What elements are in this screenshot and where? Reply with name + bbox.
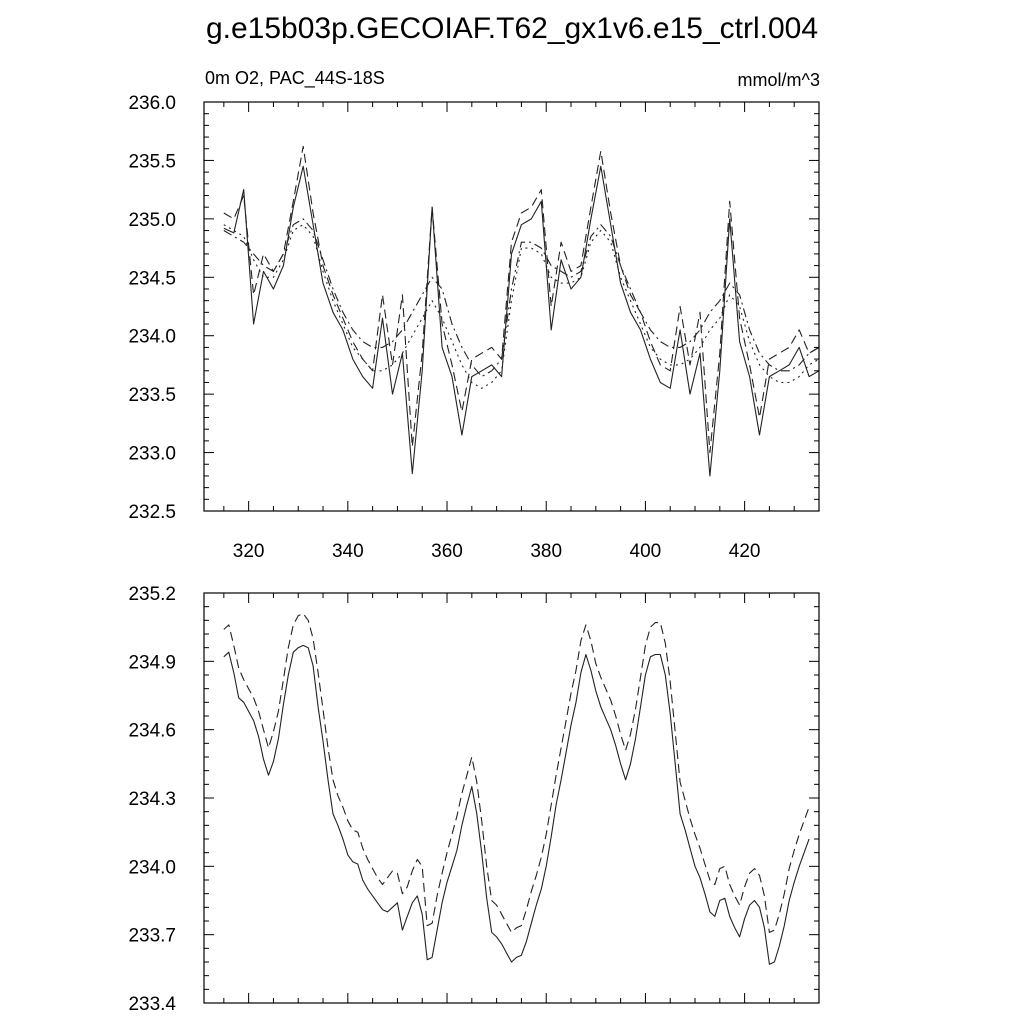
top-plot-frame <box>203 101 820 512</box>
top-y-tick-label: 234.5 <box>128 268 176 289</box>
top-series-dashed-line <box>223 145 820 454</box>
top-y-tick-labels: 232.5 233.0 233.5 234.0 234.5 235.0 235.5 236.0 <box>128 93 176 523</box>
top-x-tick-label: 380 <box>530 541 562 562</box>
bottom-plot-frame <box>203 592 820 1004</box>
top-y-tick-label: 232.5 <box>128 502 176 523</box>
bottom-y-tick-label: 233.7 <box>128 926 176 947</box>
top-y-tick-label: 235.5 <box>128 151 176 172</box>
bottom-y-tick-label: 233.4 <box>128 994 176 1015</box>
bottom-panel: 233.4 233.7 234.0 234.3 234.6 234.9 235.2 <box>128 584 820 1015</box>
top-x-tick-label: 340 <box>332 541 364 562</box>
top-y-tick-label: 236.0 <box>128 93 176 114</box>
top-x-tick-label: 420 <box>729 541 761 562</box>
bottom-series-solid-line <box>223 644 810 965</box>
region-label: 0m O2, PAC_44S-18S <box>205 68 385 89</box>
bottom-series-lines <box>223 612 810 965</box>
top-y-tick-label: 234.0 <box>128 327 176 348</box>
bottom-y-tick-label: 234.6 <box>128 721 176 742</box>
top-series-lines <box>223 145 820 477</box>
top-series-solid-line <box>223 165 820 477</box>
units-label: mmol/m^3 <box>738 70 820 90</box>
top-series-dotted-line <box>223 224 820 389</box>
top-x-tick-label: 400 <box>630 541 662 562</box>
bottom-series-dashed-line <box>223 612 810 933</box>
chart-title: g.e15b03p.GECOIAF.T62_gx1v6.e15_ctrl.004 <box>206 12 818 45</box>
top-series-dash-dot-line <box>223 218 820 378</box>
top-y-tick-label: 233.5 <box>128 385 176 406</box>
top-panel: 232.5 233.0 233.5 234.0 234.5 235.0 235.5 236.0… <box>128 93 820 562</box>
bottom-y-tick-labels: 233.4 233.7 234.0 234.3 234.6 234.9 235.2 <box>128 584 176 1015</box>
bottom-axes <box>204 592 820 1004</box>
top-axes <box>204 101 820 512</box>
bottom-y-tick-label: 234.3 <box>128 789 176 810</box>
bottom-y-tick-label: 234.0 <box>128 857 176 878</box>
top-x-tick-label: 360 <box>431 541 463 562</box>
top-y-tick-label: 233.0 <box>128 444 176 465</box>
top-y-tick-label: 235.0 <box>128 210 176 231</box>
bottom-y-tick-label: 234.9 <box>128 652 176 673</box>
top-x-tick-label: 320 <box>233 541 265 562</box>
top-x-tick-labels: 320 340 360 380 400 420 <box>233 541 761 562</box>
bottom-y-tick-label: 235.2 <box>128 584 176 605</box>
